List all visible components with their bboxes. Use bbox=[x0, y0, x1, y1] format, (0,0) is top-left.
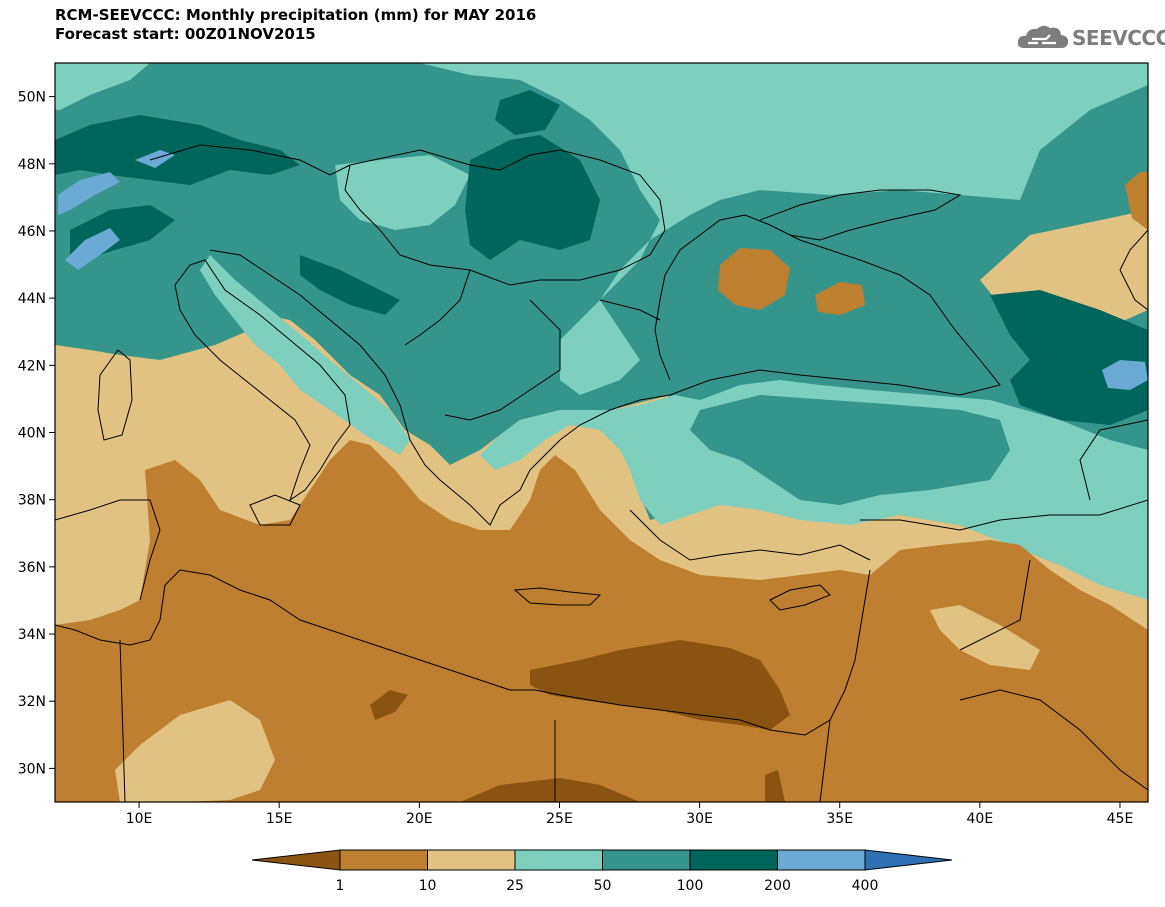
lat-tick-label: 38N bbox=[18, 493, 46, 509]
lat-tick-label: 32N bbox=[18, 694, 46, 710]
lon-tick-label: 30E bbox=[686, 811, 713, 827]
lon-tick-label: 40E bbox=[967, 811, 994, 827]
band-25-50-adriatic bbox=[200, 255, 410, 455]
precipitation-legend: 1 10 25 50 100 200 400 bbox=[251, 849, 953, 894]
lon-tick-label: 25E bbox=[546, 811, 573, 827]
lat-tick-label: 46N bbox=[18, 224, 46, 240]
band-1-10-russia bbox=[1125, 172, 1148, 230]
legend-arrow-low bbox=[251, 849, 341, 871]
legend-swatch bbox=[777, 849, 866, 871]
band-under-1-south bbox=[460, 778, 640, 802]
title-line-2: Forecast start: 00Z01NOV2015 bbox=[55, 25, 316, 43]
title-line-1: RCM-SEEVCCC: Monthly precipitation (mm) … bbox=[55, 6, 537, 24]
latitude-axis: 50N 48N 46N 44N 42N 40N 38N 36N 34N 32N 30N bbox=[18, 90, 55, 777]
band-25-50-anatolia-inner bbox=[685, 460, 755, 505]
band-1-10-blacksea-east bbox=[815, 282, 865, 315]
band-under-1-libya bbox=[370, 690, 408, 720]
band-25-50-alps-east bbox=[55, 63, 150, 110]
lat-tick-label: 34N bbox=[18, 627, 46, 643]
lon-tick-label: 45E bbox=[1107, 811, 1134, 827]
band-100-200-poland bbox=[495, 90, 560, 135]
legend-swatch bbox=[602, 849, 691, 871]
band-25-50-hungary bbox=[335, 155, 470, 230]
band-50-100-anatolia bbox=[690, 395, 1010, 505]
lon-tick-label: 10E bbox=[126, 811, 153, 827]
band-1-10-south bbox=[55, 440, 1148, 802]
lon-tick-label: 15E bbox=[266, 811, 293, 827]
band-100-200-carpathians bbox=[465, 135, 600, 260]
legend-swatch bbox=[514, 849, 603, 871]
legend-swatch bbox=[339, 849, 428, 871]
band-1-10-blacksea-west bbox=[718, 248, 790, 310]
lat-tick-label: 42N bbox=[18, 358, 46, 374]
lat-tick-label: 30N bbox=[18, 761, 46, 777]
legend-swatch bbox=[427, 849, 516, 871]
lat-tick-label: 48N bbox=[18, 157, 46, 173]
longitude-axis: 10E 15E 20E 25E 30E 35E 40E 45E bbox=[126, 802, 1134, 827]
legend-swatch bbox=[689, 849, 778, 871]
legend-label: 200 bbox=[764, 878, 791, 894]
lat-tick-label: 36N bbox=[18, 560, 46, 576]
band-100-200-alps bbox=[55, 115, 300, 185]
band-under-1-sinai bbox=[765, 770, 785, 802]
legend-arrow-high bbox=[864, 849, 953, 871]
legend-label: 25 bbox=[506, 878, 524, 894]
legend-label: 400 bbox=[852, 878, 879, 894]
coastlines bbox=[55, 144, 1148, 802]
lon-tick-label: 20E bbox=[406, 811, 433, 827]
logo-text: SEEVCCC bbox=[1072, 26, 1165, 50]
band-under-1-egypt bbox=[530, 640, 790, 730]
band-100-200-caucasus bbox=[990, 290, 1148, 425]
legend-label: 10 bbox=[419, 878, 437, 894]
cloud-icon bbox=[1017, 25, 1069, 48]
seevccc-logo: SEEVCCC bbox=[1016, 21, 1165, 55]
precipitation-field bbox=[55, 63, 1148, 802]
legend-label: 100 bbox=[677, 878, 704, 894]
lat-tick-label: 40N bbox=[18, 426, 46, 442]
band-25-50-ukraine bbox=[420, 63, 1148, 395]
lat-tick-label: 44N bbox=[18, 291, 46, 307]
lon-tick-label: 35E bbox=[826, 811, 853, 827]
lat-tick-label: 50N bbox=[18, 90, 46, 106]
band-10-25-libya bbox=[115, 700, 275, 802]
legend-label: 50 bbox=[594, 878, 612, 894]
legend-label: 1 bbox=[336, 878, 345, 894]
band-100-200-bosnia bbox=[300, 255, 400, 315]
band-200-400-caucasus bbox=[1102, 360, 1148, 390]
map-title: RCM-SEEVCCC: Monthly precipitation (mm) … bbox=[55, 6, 536, 44]
band-200-400-alps-mid bbox=[65, 228, 120, 270]
band-200-400-alps-west bbox=[58, 172, 120, 215]
